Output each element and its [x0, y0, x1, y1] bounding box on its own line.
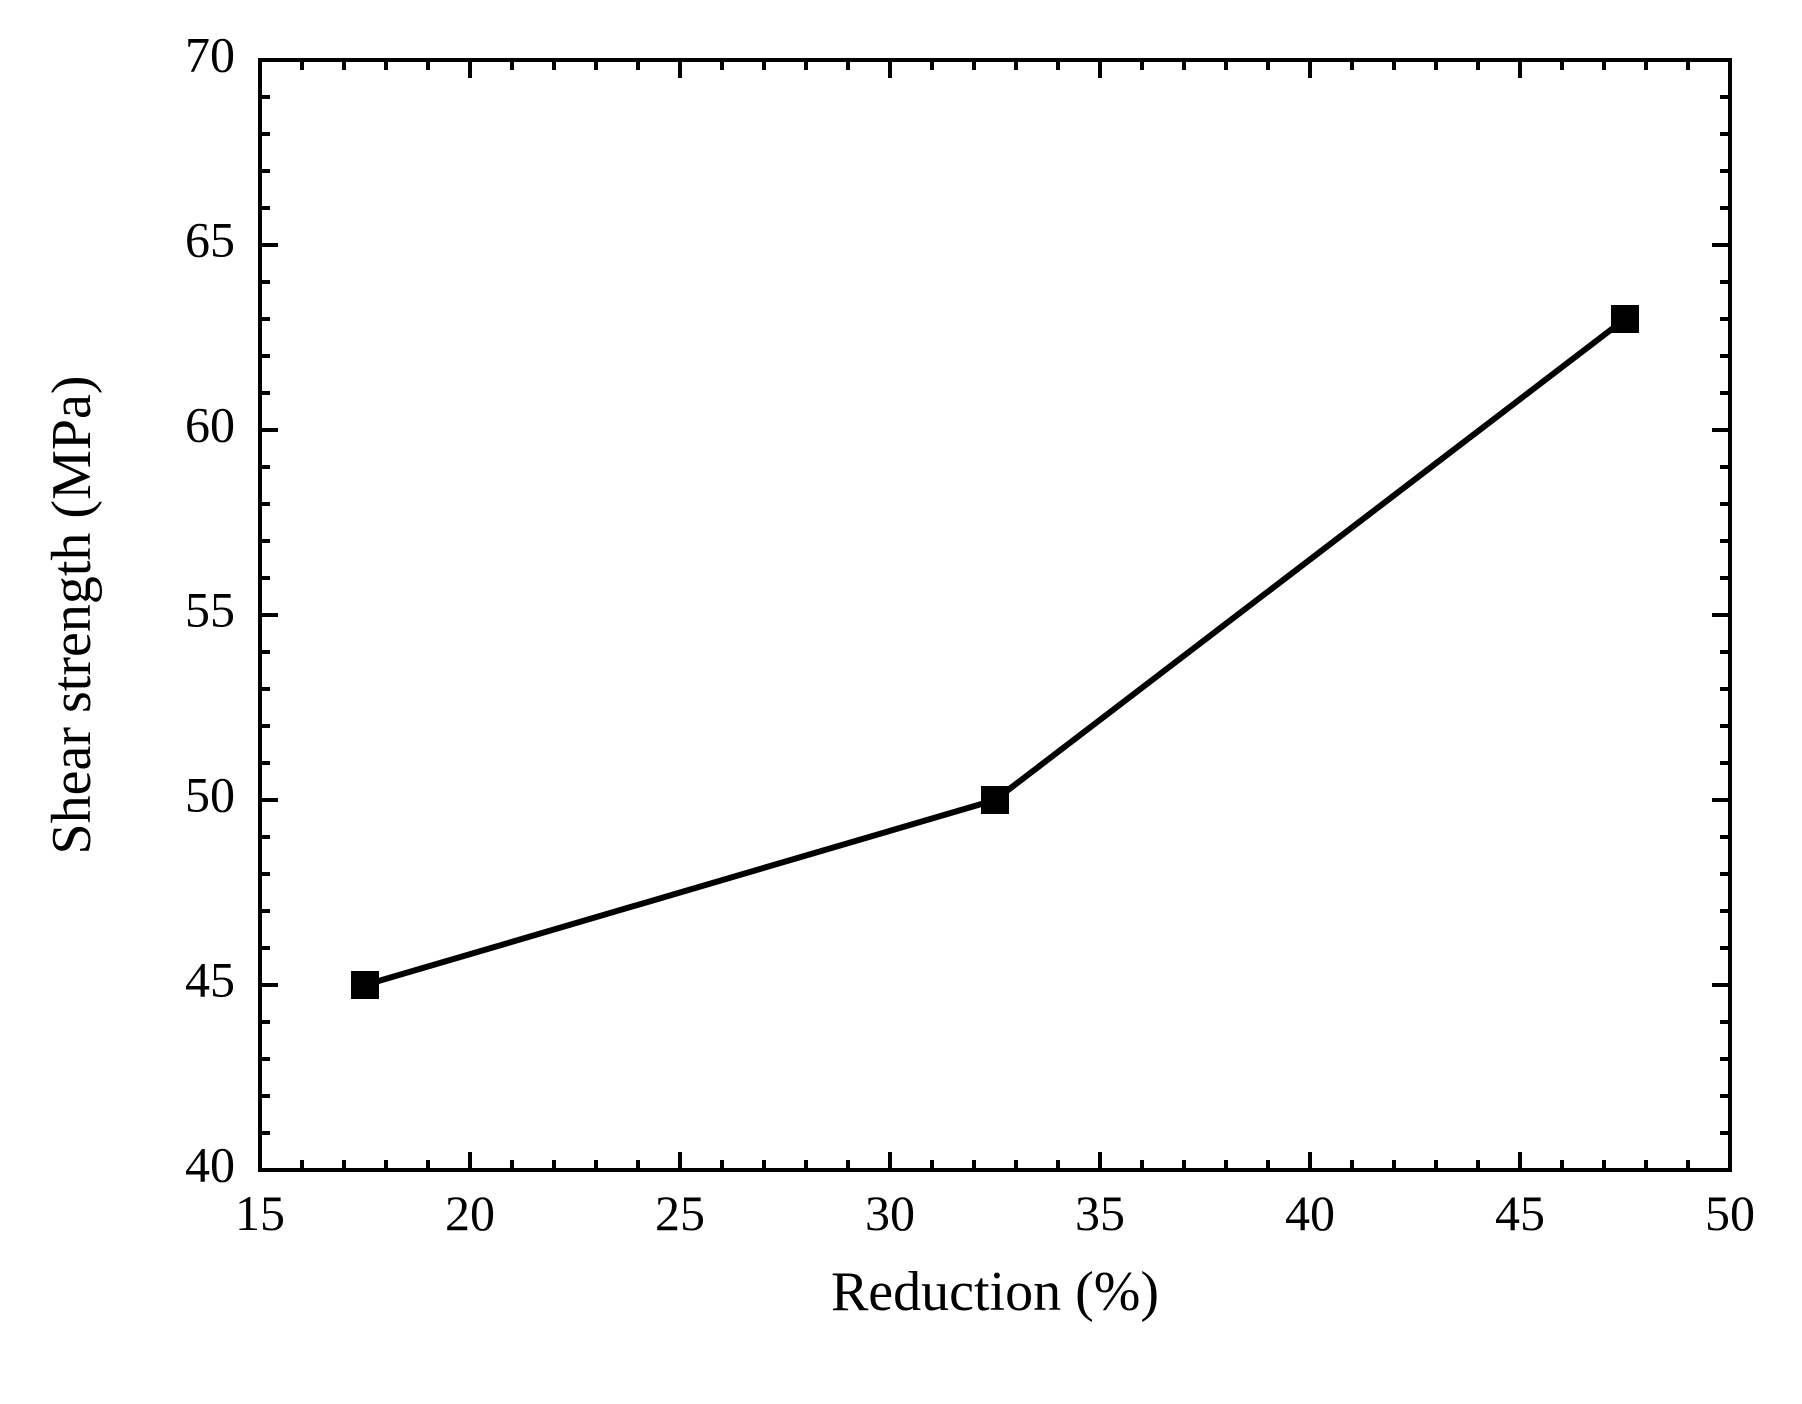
- x-tick-label: 25: [655, 1185, 705, 1241]
- y-axis-label: Shear strength (MPa): [41, 375, 103, 854]
- x-tick-label: 50: [1705, 1185, 1755, 1241]
- data-marker: [1611, 305, 1639, 333]
- y-tick-label: 65: [185, 211, 235, 267]
- y-tick-label: 45: [185, 951, 235, 1007]
- x-tick-label: 40: [1285, 1185, 1335, 1241]
- x-tick-label: 30: [865, 1185, 915, 1241]
- x-tick-label: 45: [1495, 1185, 1545, 1241]
- y-tick-label: 50: [185, 766, 235, 822]
- y-tick-label: 70: [185, 26, 235, 82]
- x-axis-label: Reduction (%): [831, 1261, 1159, 1323]
- y-tick-label: 55: [185, 581, 235, 637]
- y-tick-label: 60: [185, 396, 235, 452]
- data-marker: [981, 786, 1009, 814]
- shear-strength-chart: 15 20 25 30 35 40 45 50 40 45 50 55 60 65 70 Reduction …: [0, 0, 1802, 1404]
- y-tick-label: 40: [185, 1136, 235, 1192]
- x-tick-label: 35: [1075, 1185, 1125, 1241]
- x-tick-label: 15: [235, 1185, 285, 1241]
- data-marker: [351, 971, 379, 999]
- x-tick-label: 20: [445, 1185, 495, 1241]
